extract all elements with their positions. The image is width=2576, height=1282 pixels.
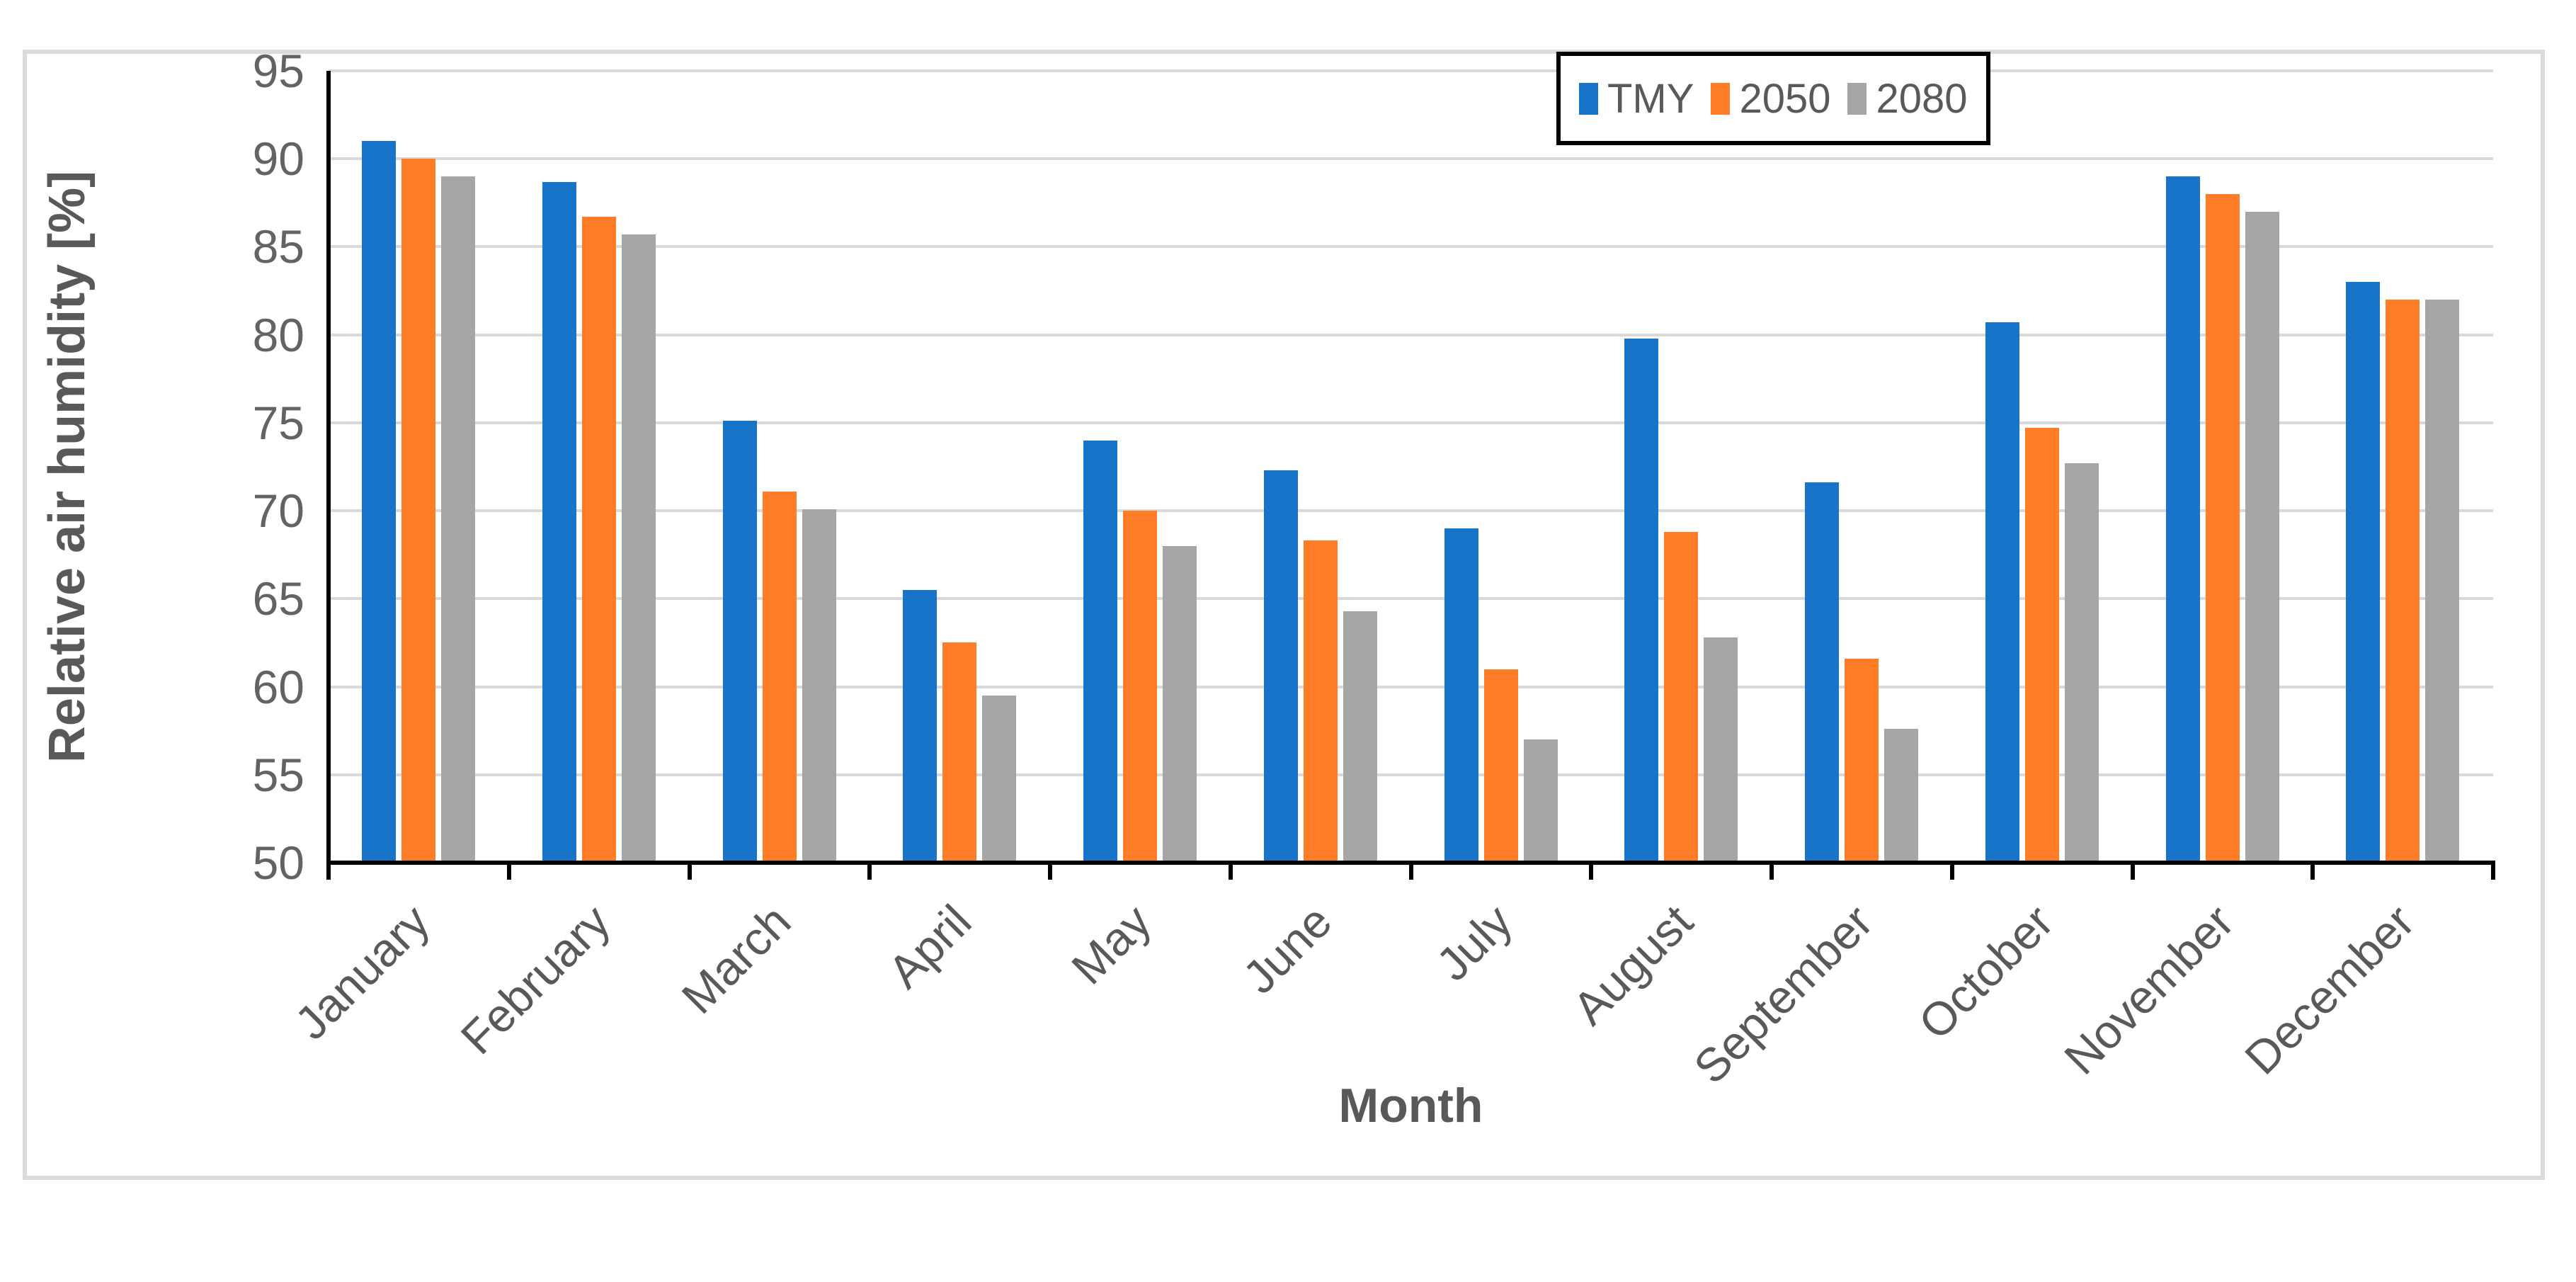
bar-2050-october (2024, 428, 2059, 863)
bar-2050-november (2205, 193, 2240, 863)
bar-tmy-january (362, 141, 396, 863)
y-tick-label-85: 85 (252, 220, 304, 273)
bar-2080-august (1704, 637, 1738, 863)
y-tick-label-70: 70 (252, 484, 304, 538)
y-axis-title: Relative air humidity [%] (39, 170, 96, 764)
bar-2050-december (2386, 299, 2420, 863)
x-axis-tick (1408, 863, 1413, 880)
x-axis-tick (2130, 863, 2135, 880)
bar-2080-february (621, 234, 656, 863)
x-axis-tick (2491, 863, 2495, 880)
gridline-80 (329, 333, 2493, 336)
bar-tmy-february (542, 181, 576, 863)
gridline-55 (329, 773, 2493, 776)
legend-swatch-icon (1711, 82, 1731, 115)
gridline-75 (329, 421, 2493, 424)
y-axis-line (326, 71, 331, 880)
y-tick-label-50: 50 (252, 836, 304, 889)
legend-entry-2080: 2080 (1847, 75, 1968, 123)
gridline-95 (329, 69, 2493, 72)
bar-2080-may (1163, 545, 1197, 863)
bar-2050-may (1123, 511, 1157, 863)
bar-tmy-october (1985, 322, 2019, 863)
bar-2080-september (1884, 729, 1918, 863)
bar-2050-february (581, 217, 616, 863)
bar-2080-june (1343, 611, 1377, 863)
y-tick-label-65: 65 (252, 572, 304, 625)
bar-2080-october (2064, 463, 2099, 863)
bar-2080-january (441, 176, 475, 863)
legend-entry-2050: 2050 (1711, 75, 1830, 123)
bar-tmy-april (903, 589, 937, 863)
bar-2080-march (802, 509, 836, 863)
legend-label: TMY (1607, 75, 1694, 122)
bar-2050-june (1303, 540, 1338, 863)
bar-2050-march (762, 491, 797, 863)
x-axis-tick (1949, 863, 1954, 880)
chart-border-frame (23, 50, 2545, 1180)
bar-tmy-september (1805, 482, 1839, 863)
bar-2080-april (982, 695, 1017, 863)
x-axis-tick (2310, 863, 2315, 880)
bar-tmy-august (1624, 338, 1659, 863)
bar-tmy-december (2346, 282, 2381, 863)
x-axis-tick (867, 863, 872, 880)
bar-2050-september (1845, 658, 1879, 863)
x-axis-tick (506, 863, 511, 880)
x-axis-tick (1769, 863, 1774, 880)
y-tick-label-90: 90 (252, 132, 304, 186)
gridline-90 (329, 157, 2493, 161)
bar-tmy-march (722, 421, 757, 863)
legend-entry-tmy: TMY (1579, 75, 1694, 123)
bar-2080-july (1523, 739, 1558, 863)
plot-area (326, 69, 2495, 880)
y-tick-label-95: 95 (252, 45, 304, 97)
x-axis-tick (1228, 863, 1233, 880)
x-axis-tick (326, 863, 331, 880)
x-axis-title: Month (1338, 1079, 1483, 1133)
bar-2050-august (1664, 531, 1699, 863)
gridline-65 (329, 597, 2493, 601)
x-axis-tick (687, 863, 692, 880)
y-tick-label-80: 80 (252, 308, 304, 361)
y-tick-label-75: 75 (252, 396, 304, 449)
bar-2050-january (401, 159, 435, 863)
y-tick-label-60: 60 (252, 660, 304, 713)
gridline-85 (329, 245, 2493, 249)
bar-tmy-july (1444, 528, 1478, 863)
legend-label: 2080 (1876, 75, 1968, 122)
legend-swatch-icon (1579, 82, 1598, 115)
chart-figure: Relative air humidity [%] 95 90 85 80 75 70 65… (23, 45, 2545, 1180)
y-tick-label-55: 55 (252, 748, 304, 801)
bar-tmy-may (1083, 440, 1117, 863)
x-axis-tick (1589, 863, 1594, 880)
x-axis-tick (1048, 863, 1052, 880)
bar-2080-december (2425, 299, 2460, 863)
bar-2050-april (942, 642, 977, 863)
bar-tmy-june (1263, 470, 1298, 863)
gridline-70 (329, 509, 2493, 513)
gridline-60 (329, 685, 2493, 688)
bar-tmy-november (2165, 176, 2200, 863)
legend-label: 2050 (1739, 75, 1831, 122)
legend: TMY 2050 2080 (1556, 52, 1990, 145)
legend-swatch-icon (1847, 82, 1867, 115)
bar-2050-july (1483, 669, 1518, 863)
bar-2080-november (2245, 211, 2279, 863)
